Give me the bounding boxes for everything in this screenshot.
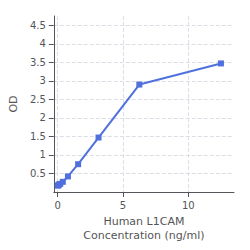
svg-text:4.5: 4.5	[30, 20, 46, 31]
svg-text:3.5: 3.5	[30, 57, 46, 68]
svg-text:OD: OD	[7, 95, 20, 112]
svg-text:Human L1CAM: Human L1CAM	[103, 215, 184, 228]
svg-text:10: 10	[182, 200, 195, 211]
svg-text:2.5: 2.5	[30, 94, 46, 105]
svg-text:0: 0	[55, 200, 61, 211]
svg-text:4: 4	[39, 38, 45, 49]
svg-text:1.5: 1.5	[30, 131, 46, 142]
svg-text:3: 3	[39, 75, 45, 86]
svg-text:Concentration (ng/ml): Concentration (ng/ml)	[83, 229, 204, 242]
svg-text:1: 1	[39, 149, 45, 160]
svg-text:0.5: 0.5	[30, 168, 46, 179]
svg-text:2: 2	[39, 112, 45, 123]
svg-text:5: 5	[120, 200, 126, 211]
